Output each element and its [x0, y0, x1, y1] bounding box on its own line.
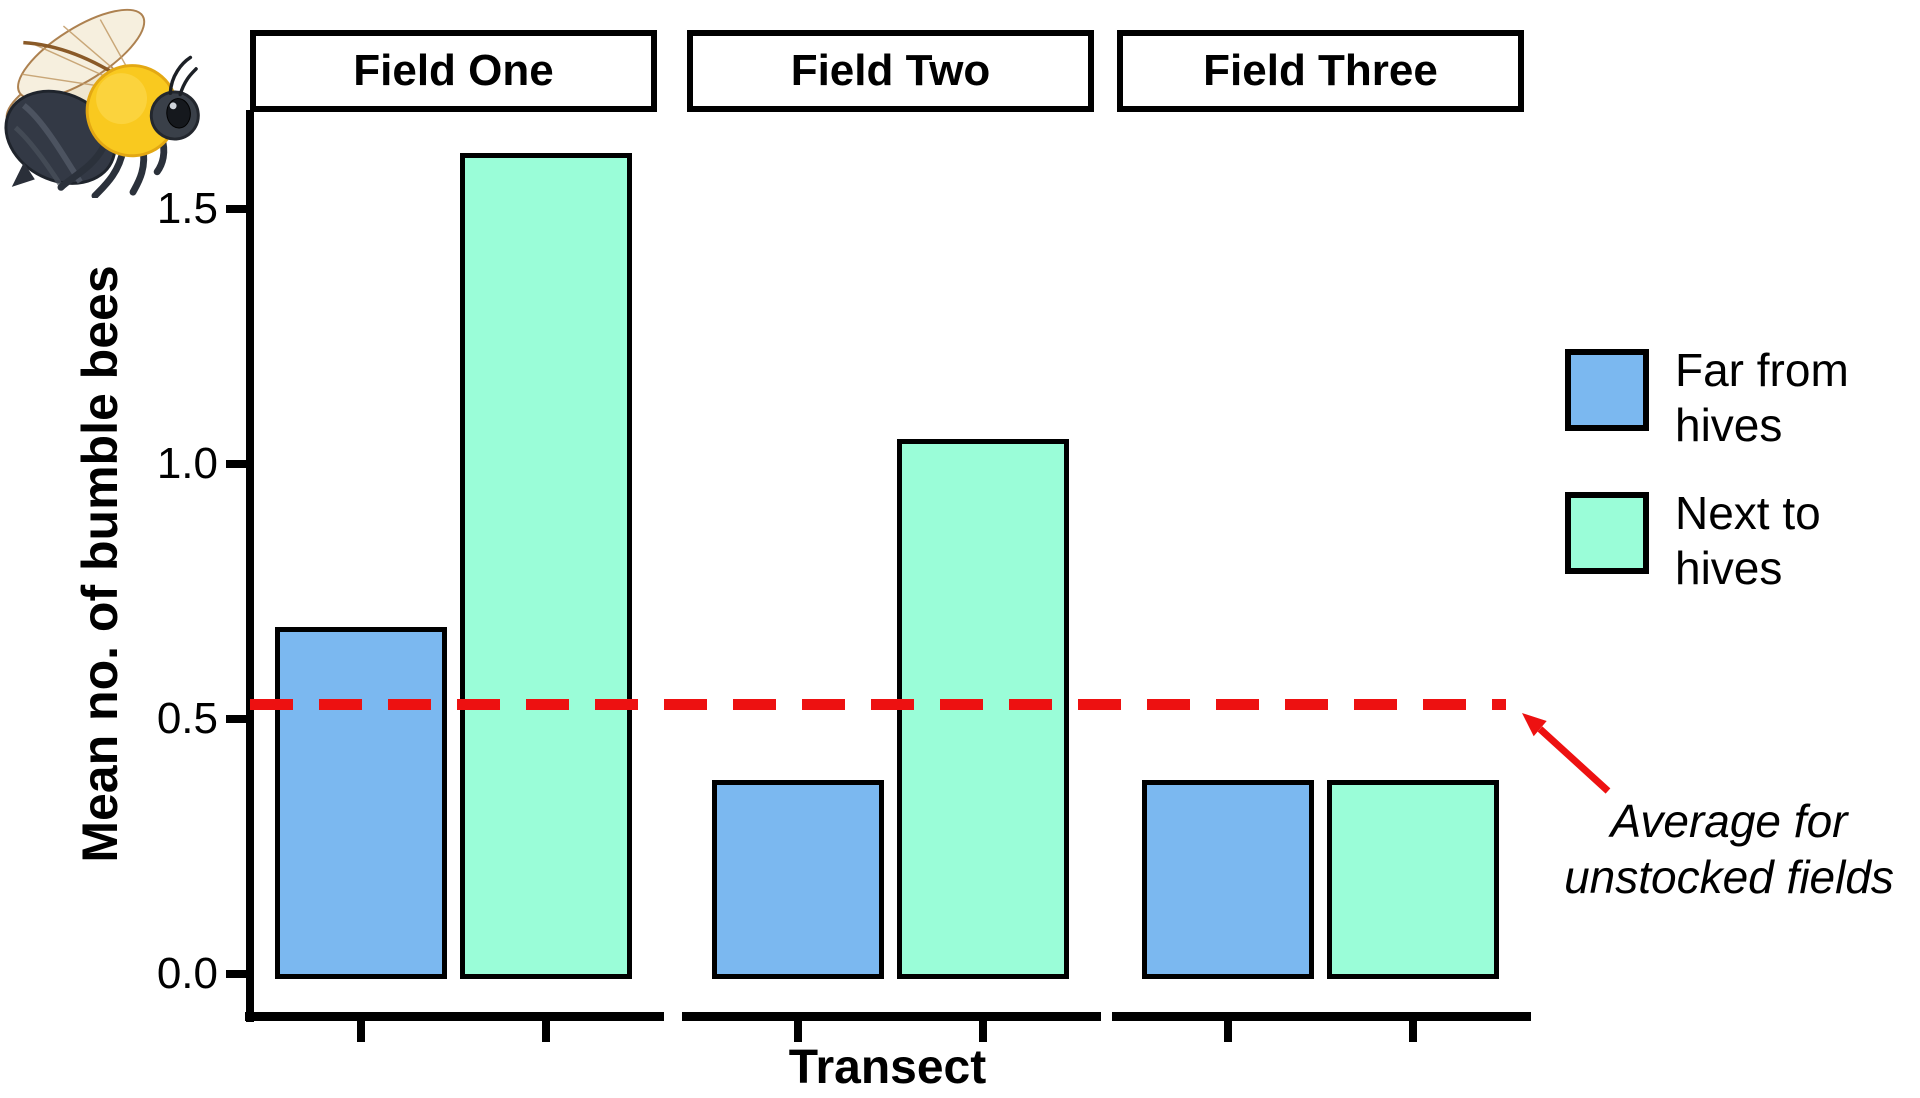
legend-label: Far from hives — [1675, 344, 1849, 451]
x-tick-mark — [979, 1014, 987, 1042]
facet-header: Field One — [250, 30, 657, 112]
x-tick-mark — [357, 1014, 365, 1042]
facet-panel: Field Two — [682, 0, 1101, 1098]
y-axis-line — [246, 110, 254, 1022]
annotation-label: Average for unstocked fields — [1540, 793, 1918, 905]
bar-far-from-hives — [275, 627, 447, 979]
x-tick-mark — [1224, 1014, 1232, 1042]
bar-far-from-hives — [712, 780, 884, 979]
x-axis-line — [245, 1012, 664, 1021]
bar-next-to-hives — [1327, 780, 1499, 979]
x-axis-title: Transect — [788, 1041, 987, 1094]
y-tick-label: 0.0 — [156, 949, 218, 998]
y-axis-title: Mean no. of bumble bees — [72, 265, 128, 863]
y-tick-mark — [226, 460, 250, 468]
legend: Far from hives Next to hives — [1565, 344, 1915, 649]
facet-panel: Field Three — [1112, 0, 1531, 1098]
x-tick-mark — [1409, 1014, 1417, 1042]
y-tick-label: 0.5 — [156, 694, 218, 743]
annotation-arrow-icon — [1522, 713, 1611, 794]
x-tick-mark — [794, 1014, 802, 1042]
y-tick-label: 1.0 — [156, 439, 218, 488]
legend-swatch-next-to-hives — [1565, 492, 1649, 574]
bar-next-to-hives — [460, 152, 632, 979]
legend-swatch-far-from-hives — [1565, 349, 1649, 431]
legend-label: Next to hives — [1675, 487, 1821, 594]
facet-panel: Field One — [245, 0, 664, 1098]
y-tick-label: 1.5 — [156, 184, 218, 233]
facet-header: Field Two — [687, 30, 1094, 112]
annotation-line-1: Average for — [1610, 795, 1848, 847]
x-axis-line — [1112, 1012, 1531, 1021]
x-tick-mark — [542, 1014, 550, 1042]
reference-line — [250, 698, 1506, 710]
legend-entry-far-from-hives: Far from hives — [1565, 344, 1920, 453]
bumblebee-icon — [4, 8, 200, 198]
bar-far-from-hives — [1142, 780, 1314, 979]
annotation-line-2: unstocked fields — [1564, 851, 1894, 903]
y-tick-mark — [226, 205, 250, 213]
y-tick-mark — [226, 970, 250, 978]
x-axis-line — [682, 1012, 1101, 1021]
legend-entry-next-to-hives: Next to hives — [1565, 487, 1920, 596]
facet-header: Field Three — [1117, 30, 1524, 112]
y-tick-mark — [226, 715, 250, 723]
